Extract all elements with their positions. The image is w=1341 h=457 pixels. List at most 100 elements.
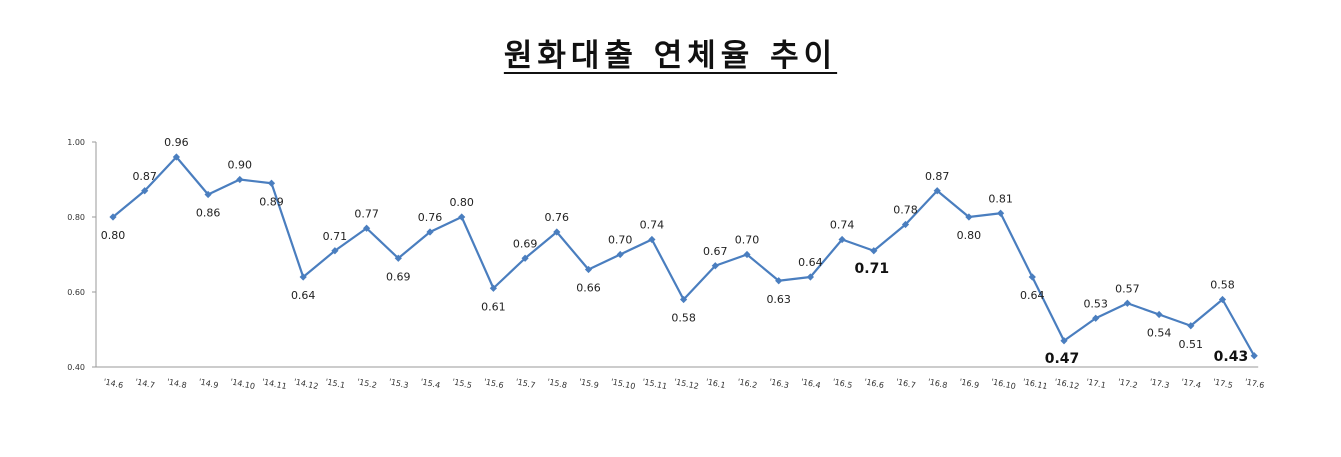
data-point [553,228,561,236]
data-label: 0.61 [481,300,506,313]
data-label: 0.87 [925,170,950,183]
x-tick-label: '15.1 [324,377,345,390]
data-point [1092,314,1100,322]
data-label: 0.64 [798,256,823,269]
data-point [172,153,180,161]
data-label: 0.71 [323,230,348,243]
x-tick-label: '16.7 [895,377,916,390]
data-label: 0.77 [354,207,379,220]
data-point [933,187,941,195]
data-label: 0.71 [855,261,890,277]
data-label: 0.70 [735,234,760,247]
data-label: 0.76 [418,211,443,224]
data-label: 0.43 [1214,349,1249,365]
data-label: 0.64 [1020,289,1045,302]
data-label: 0.57 [1115,282,1140,295]
data-label: 0.47 [1045,351,1080,367]
x-tick-label: '17.5 [1212,377,1233,390]
data-point [870,247,878,255]
data-point [1218,295,1227,304]
x-tick-label: '15.7 [515,377,536,390]
y-tick-label: 0.40 [67,363,85,372]
data-point [1060,337,1068,345]
x-tick-label: '16.1 [705,377,726,390]
data-label: 0.69 [513,237,538,250]
x-tick-label: '17.1 [1085,377,1106,390]
data-label: 0.58 [1210,279,1235,292]
data-point [489,284,497,292]
data-label: 0.81 [988,192,1013,205]
x-tick-label: '16.8 [927,377,948,390]
data-point [838,235,846,244]
x-tick-label: '15.5 [451,377,472,390]
y-tick-label: 0.80 [67,213,85,222]
x-tick-label: '14.11 [261,377,287,391]
data-point [711,262,719,270]
data-point [775,277,783,285]
y-tick-label: 1.00 [67,138,85,147]
data-label: 0.64 [291,289,316,302]
data-point [1250,352,1258,360]
x-tick-label: '17.6 [1244,377,1265,390]
data-label: 0.96 [164,136,189,149]
data-point [806,273,814,281]
x-tick-label: '16.6 [863,377,884,390]
data-label: 0.69 [386,270,411,283]
data-label: 0.51 [1179,338,1204,351]
data-label: 0.63 [766,293,791,306]
data-point [236,175,244,184]
x-tick-label: '15.9 [578,377,599,390]
data-point [997,209,1005,217]
x-tick-label: '16.12 [1054,377,1080,391]
data-point [743,250,751,259]
data-label: 0.74 [640,219,665,232]
data-point [299,273,307,281]
data-label: 0.80 [449,196,474,209]
x-tick-label: '14.8 [166,377,187,390]
data-label: 0.80 [957,229,982,242]
data-label: 0.80 [101,229,126,242]
data-label: 0.70 [608,234,633,247]
data-point [1123,299,1131,307]
data-point [1187,322,1195,330]
x-tick-label: '16.2 [737,377,758,390]
x-tick-label: '16.9 [958,377,979,390]
data-point [394,254,402,262]
chart-title: 원화대출 연체율 추이 [0,30,1341,75]
data-point [109,213,117,221]
x-tick-label: '17.4 [1180,377,1201,390]
chart-title-text: 원화대출 연체율 추이 [503,38,838,74]
data-label: 0.87 [132,170,157,183]
data-label: 0.78 [893,204,918,217]
data-label: 0.54 [1147,327,1172,340]
data-point [521,254,529,262]
x-tick-label: '15.12 [673,377,699,391]
x-tick-label: '15.11 [641,377,667,391]
y-tick-label: 0.60 [67,288,85,297]
data-point [363,224,371,232]
series-line [112,155,1256,357]
data-point [616,250,624,259]
x-tick-label: '15.8 [546,377,567,390]
x-tick-label: '14.9 [198,377,219,390]
x-tick-label: '16.4 [800,377,821,390]
data-label: 0.86 [196,207,221,220]
data-point [901,220,910,229]
x-tick-label: '16.10 [990,377,1016,391]
data-point [426,228,434,236]
x-tick-label: '14.12 [293,377,319,391]
data-label: 0.90 [228,159,253,172]
x-tick-label: '15.10 [610,377,636,391]
x-tick-label: '15.2 [356,377,377,390]
data-point [331,247,339,255]
data-point [458,213,466,221]
x-tick-label: '16.3 [768,377,789,390]
data-point [204,190,212,199]
data-point [680,295,688,304]
data-label: 0.66 [576,282,601,295]
x-tick-label: '14.7 [134,377,155,390]
data-point [648,235,656,244]
data-label: 0.67 [703,245,728,258]
data-point [584,265,593,274]
x-tick-label: '16.5 [832,377,853,390]
